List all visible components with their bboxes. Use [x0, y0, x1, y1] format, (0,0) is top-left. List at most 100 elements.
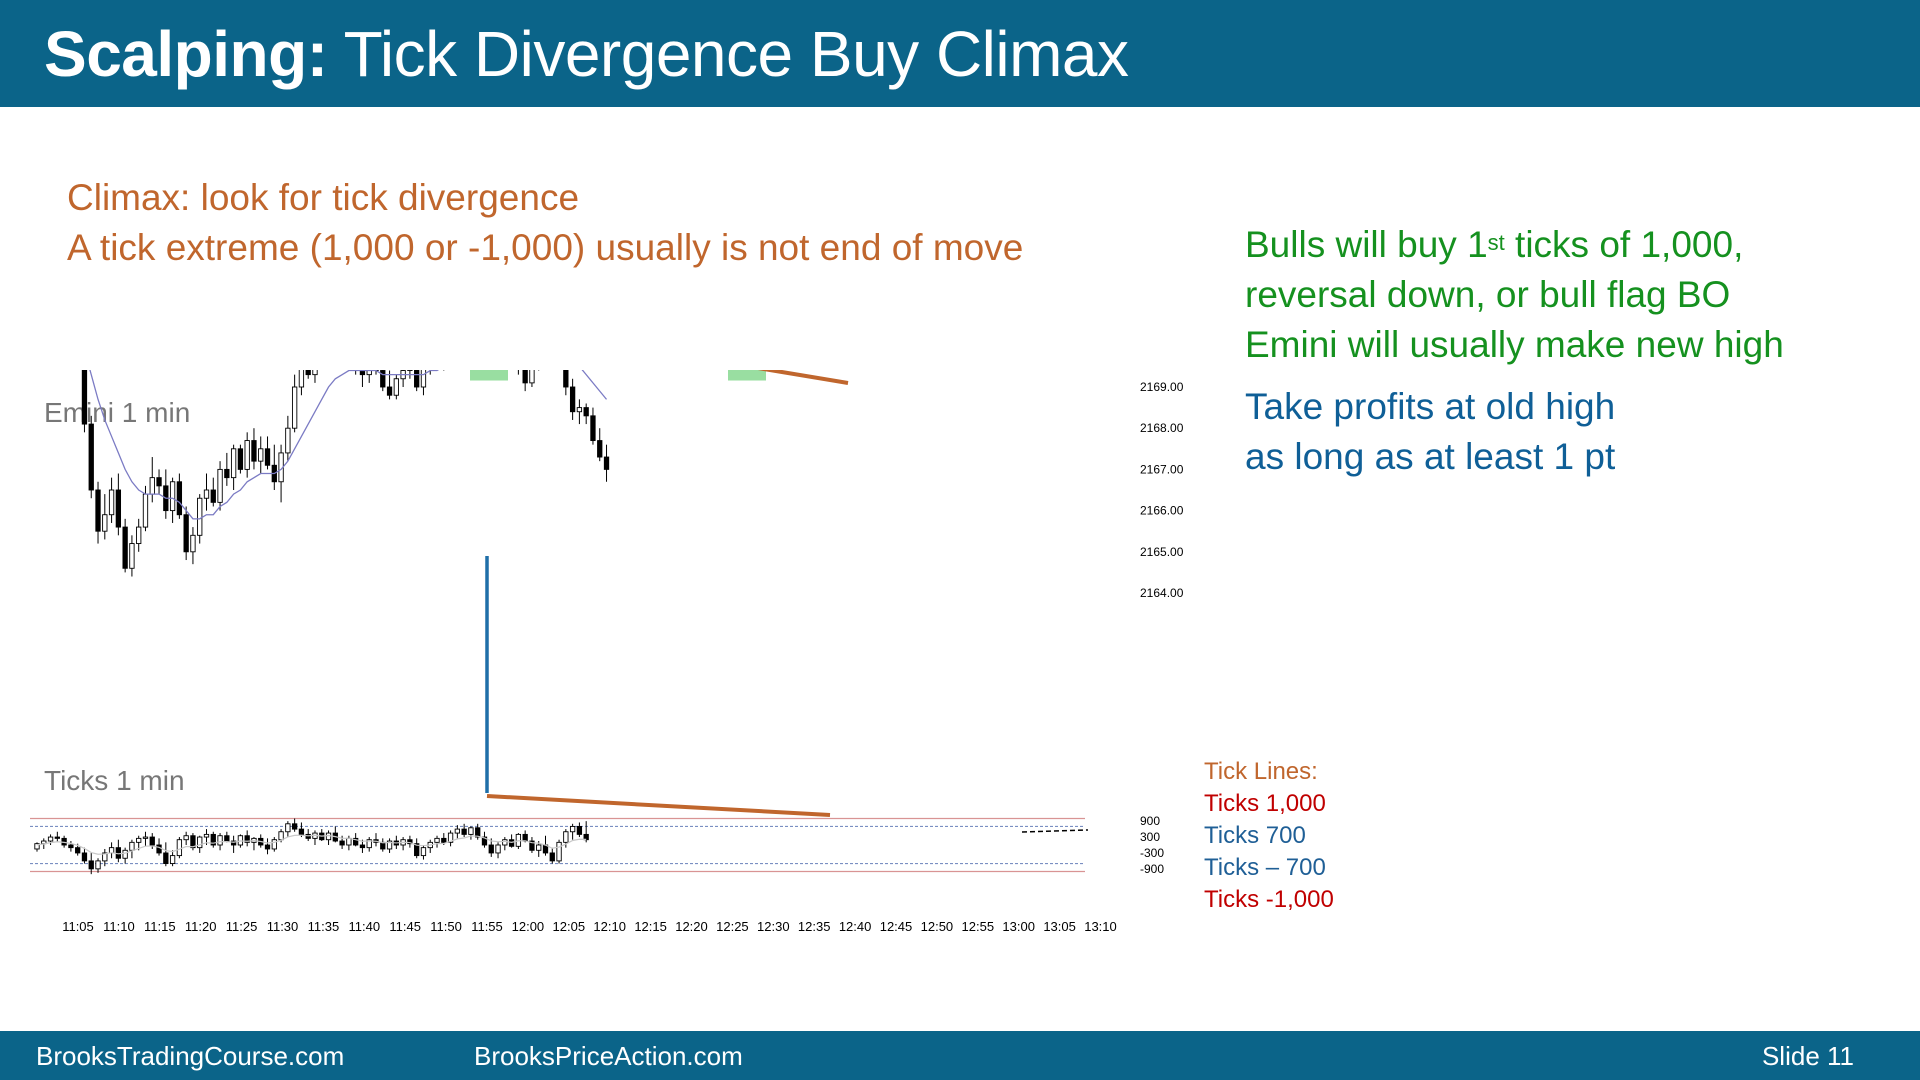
- tick-candle-0: [34, 843, 40, 850]
- tick-candle-45: [339, 840, 345, 846]
- climax-note: Climax: look for tick divergence A tick …: [67, 173, 1023, 273]
- time-tick-label: 11:30: [267, 919, 299, 934]
- green-zone-0: [470, 370, 508, 381]
- price-candle-15: [136, 526, 142, 545]
- price-candle-20: [169, 481, 176, 512]
- bulls-note-line-1a: Bulls will buy 1: [1245, 224, 1488, 265]
- price-candle-81: [583, 407, 589, 417]
- price-tick-label: 2168.00: [1140, 421, 1184, 435]
- green-zone-2: [728, 370, 766, 381]
- tick-candle-31: [244, 835, 250, 843]
- tick-candle-3: [54, 836, 60, 839]
- price-candle-72: [522, 370, 528, 384]
- tick-candle-65: [475, 827, 481, 838]
- price-tick-label: 2169.00: [1140, 380, 1184, 394]
- price-candle-25: [203, 489, 210, 499]
- bulls-note: Bulls will buy 1st ticks of 1,000, rever…: [1245, 220, 1784, 370]
- tick-candle-55: [407, 839, 413, 845]
- bulls-note-line-3: Emini will usually make new high: [1245, 324, 1784, 365]
- price-candle-41: [312, 370, 318, 376]
- price-candle-12: [115, 489, 122, 528]
- profits-note-line-1: Take profits at old high: [1245, 386, 1616, 427]
- tick-candle-48: [359, 844, 366, 849]
- tick-candle-10: [102, 852, 108, 862]
- price-candle-21: [176, 481, 183, 516]
- price-candle-39: [298, 370, 305, 388]
- price-candle-51: [380, 370, 386, 388]
- price-candle-73: [529, 370, 535, 384]
- tick-candle-15: [136, 837, 142, 843]
- tick-candle-38: [291, 823, 298, 830]
- tick-candle-19: [163, 852, 169, 865]
- time-tick-label: 12:00: [512, 919, 545, 934]
- price-candle-40: [305, 370, 311, 376]
- tick-candle-62: [454, 828, 461, 834]
- time-tick-label: 11:50: [430, 919, 462, 934]
- price-candle-26: [210, 489, 216, 503]
- slide-title: Scalping: Tick Divergence Buy Climax: [44, 14, 1129, 94]
- slide-number: Slide 11: [1761, 1041, 1854, 1071]
- price-candle-14: [129, 543, 135, 569]
- tick-trendline: [486, 794, 831, 817]
- time-tick-label: 12:10: [593, 919, 626, 934]
- tick-candle-17: [149, 836, 155, 846]
- price-candle-32: [251, 440, 257, 462]
- title-rest: Tick Divergence Buy Climax: [327, 18, 1129, 90]
- bulls-note-line-1b: ticks of 1,000,: [1504, 224, 1744, 265]
- tick-candle-2: [47, 836, 54, 842]
- tick-candle-9: [95, 860, 101, 870]
- bulls-note-line-1: Bulls will buy 1st ticks of 1,000,: [1245, 220, 1784, 270]
- title-bar: Scalping: Tick Divergence Buy Climax: [0, 0, 1920, 107]
- tick-candle-78: [563, 831, 569, 843]
- tick-candle-60: [441, 837, 447, 843]
- tick-candle-24: [197, 836, 203, 849]
- tick-candle-23: [190, 835, 196, 849]
- tick-projection-line: [1021, 829, 1089, 833]
- time-tick-label: 12:25: [716, 919, 749, 934]
- price-candle-84: [603, 456, 610, 470]
- footer-bar: BrooksTradingCourse.com BrooksPriceActio…: [0, 1031, 1920, 1080]
- price-candle-79: [569, 386, 576, 413]
- tick-candle-22: [183, 835, 189, 841]
- bulls-note-line-2: reversal down, or bull flag BO: [1245, 274, 1731, 315]
- axis-labels: 2172.002171.002170.002169.002168.002167.…: [62, 380, 1184, 934]
- tick-candle-28: [224, 835, 230, 842]
- time-tick-label: 11:55: [471, 919, 503, 934]
- time-tick-label: 12:45: [880, 919, 913, 934]
- tick-candle-35: [271, 839, 277, 850]
- price-tick-label: 2167.00: [1140, 462, 1184, 476]
- climax-note-line-1: Climax: look for tick divergence: [67, 177, 580, 218]
- tick-candle-64: [468, 827, 474, 835]
- tick-candle-21: [176, 839, 183, 857]
- title-bold: Scalping:: [44, 18, 328, 90]
- price-candle-28: [224, 468, 230, 479]
- ticks-tick-label: -300: [1140, 846, 1164, 860]
- footer-site-1: BrooksTradingCourse.com: [36, 1041, 345, 1071]
- ticks-tick-label: 900: [1140, 814, 1160, 828]
- price-candle-56: [414, 370, 420, 388]
- tick-lines-legend: Tick Lines: Ticks 1,000 Ticks 700 Ticks …: [1204, 756, 1334, 916]
- tick-candle-59: [434, 837, 440, 843]
- tick-candle-39: [298, 828, 305, 835]
- price-candle-29: [230, 448, 237, 479]
- tick-candle-18: [156, 844, 162, 854]
- tick-candle-13: [122, 849, 128, 859]
- annotation-lines: [36, 370, 1089, 855]
- price-candle-83: [597, 440, 603, 458]
- ticks-chart-title: Ticks 1 min: [44, 765, 185, 796]
- price-candle-13: [122, 526, 128, 569]
- time-tick-label: 11:05: [62, 919, 94, 934]
- tick-candle-49: [366, 839, 372, 849]
- tick-candle-20: [169, 855, 176, 864]
- price-tick-label: 2164.00: [1140, 586, 1184, 600]
- time-tick-label: 12:20: [675, 919, 708, 934]
- tick-candle-66: [481, 836, 488, 846]
- time-tick-label: 12:15: [634, 919, 667, 934]
- tick-candle-47: [353, 837, 359, 846]
- time-tick-label: 12:40: [839, 919, 872, 934]
- time-tick-label: 11:40: [349, 919, 381, 934]
- time-tick-label: 12:05: [553, 919, 586, 934]
- time-tick-label: 11:35: [308, 919, 340, 934]
- time-tick-label: 12:35: [798, 919, 831, 934]
- legend-item-ticks-minus-1000: Ticks -1,000: [1204, 886, 1334, 913]
